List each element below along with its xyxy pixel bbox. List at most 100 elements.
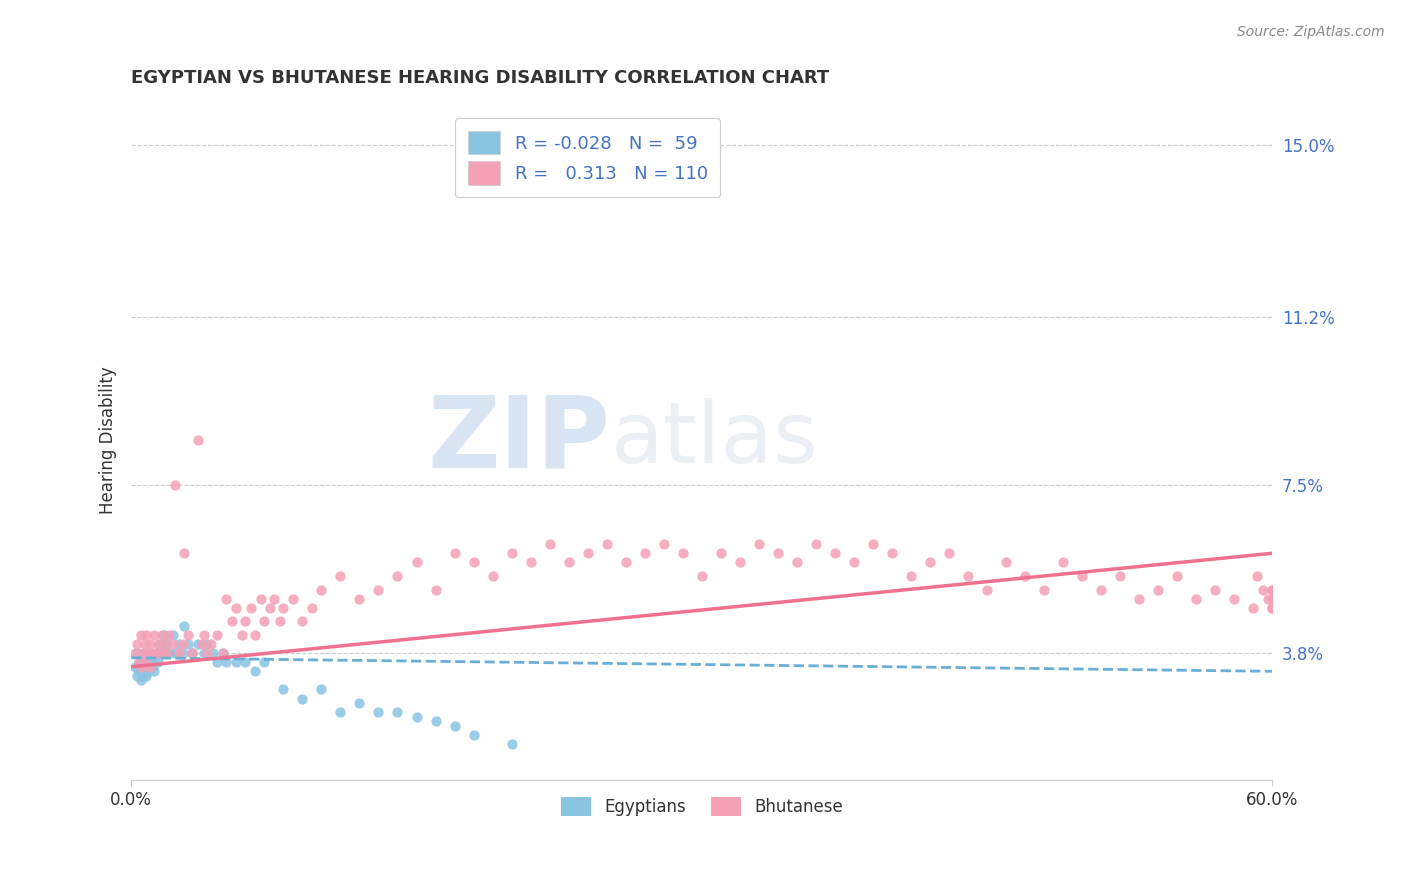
Point xyxy=(367,582,389,597)
Point xyxy=(187,433,209,447)
Point xyxy=(156,637,179,651)
Point xyxy=(145,646,167,660)
Point xyxy=(225,600,247,615)
Point xyxy=(135,628,157,642)
Point xyxy=(143,665,166,679)
Point xyxy=(205,628,228,642)
Point xyxy=(824,546,846,560)
Point xyxy=(1128,591,1150,606)
Point xyxy=(1261,582,1284,597)
Point xyxy=(1166,569,1188,583)
Point xyxy=(146,655,169,669)
Point xyxy=(956,569,979,583)
Point xyxy=(1014,569,1036,583)
Point xyxy=(124,646,146,660)
Point xyxy=(273,600,295,615)
Point xyxy=(235,615,257,629)
Point xyxy=(405,710,427,724)
Point xyxy=(463,555,485,569)
Point xyxy=(149,637,172,651)
Point xyxy=(157,628,180,642)
Point xyxy=(595,537,617,551)
Point xyxy=(253,615,276,629)
Point xyxy=(162,637,184,651)
Point xyxy=(481,569,503,583)
Point xyxy=(167,637,190,651)
Point xyxy=(131,669,153,683)
Y-axis label: Hearing Disability: Hearing Disability xyxy=(100,366,117,514)
Point xyxy=(215,591,238,606)
Point xyxy=(1246,569,1268,583)
Point xyxy=(152,646,174,660)
Point xyxy=(131,646,153,660)
Point xyxy=(134,655,156,669)
Point xyxy=(157,646,180,660)
Point xyxy=(243,665,266,679)
Point xyxy=(501,546,523,560)
Point xyxy=(125,669,148,683)
Point xyxy=(195,646,218,660)
Point xyxy=(748,537,770,551)
Legend: Egyptians, Bhutanese: Egyptians, Bhutanese xyxy=(554,790,849,823)
Text: ZIP: ZIP xyxy=(427,392,610,488)
Point xyxy=(129,628,152,642)
Point xyxy=(1052,555,1074,569)
Point xyxy=(557,555,579,569)
Point xyxy=(425,582,447,597)
Point xyxy=(1251,582,1274,597)
Point xyxy=(443,719,465,733)
Point xyxy=(405,555,427,569)
Point xyxy=(253,655,276,669)
Point xyxy=(1241,600,1264,615)
Text: EGYPTIAN VS BHUTANESE HEARING DISABILITY CORRELATION CHART: EGYPTIAN VS BHUTANESE HEARING DISABILITY… xyxy=(131,69,830,87)
Point xyxy=(141,655,163,669)
Point xyxy=(259,600,281,615)
Point xyxy=(195,637,218,651)
Point xyxy=(134,655,156,669)
Point xyxy=(938,546,960,560)
Point xyxy=(155,646,177,660)
Point xyxy=(900,569,922,583)
Point xyxy=(786,555,808,569)
Point xyxy=(538,537,561,551)
Point xyxy=(273,682,295,697)
Point xyxy=(281,591,304,606)
Point xyxy=(128,655,150,669)
Point xyxy=(131,646,153,660)
Point xyxy=(167,646,190,660)
Point xyxy=(1257,591,1279,606)
Point xyxy=(128,665,150,679)
Point xyxy=(163,478,186,492)
Point xyxy=(129,660,152,674)
Point xyxy=(146,637,169,651)
Point xyxy=(576,546,599,560)
Point xyxy=(138,655,160,669)
Point xyxy=(918,555,941,569)
Point xyxy=(367,705,389,719)
Point xyxy=(141,660,163,674)
Point xyxy=(187,637,209,651)
Point xyxy=(443,546,465,560)
Point xyxy=(690,569,713,583)
Point xyxy=(1033,582,1056,597)
Point xyxy=(329,569,352,583)
Point xyxy=(155,637,177,651)
Point xyxy=(231,628,253,642)
Point xyxy=(139,660,162,674)
Point xyxy=(135,660,157,674)
Point xyxy=(311,582,333,597)
Point xyxy=(652,537,675,551)
Point xyxy=(124,660,146,674)
Point xyxy=(225,655,247,669)
Point xyxy=(177,637,200,651)
Point xyxy=(519,555,541,569)
Point xyxy=(163,646,186,660)
Point xyxy=(1204,582,1226,597)
Point xyxy=(173,546,195,560)
Point xyxy=(145,646,167,660)
Point xyxy=(143,650,166,665)
Point xyxy=(1185,591,1208,606)
Point xyxy=(128,655,150,669)
Point xyxy=(172,637,194,651)
Point xyxy=(425,714,447,729)
